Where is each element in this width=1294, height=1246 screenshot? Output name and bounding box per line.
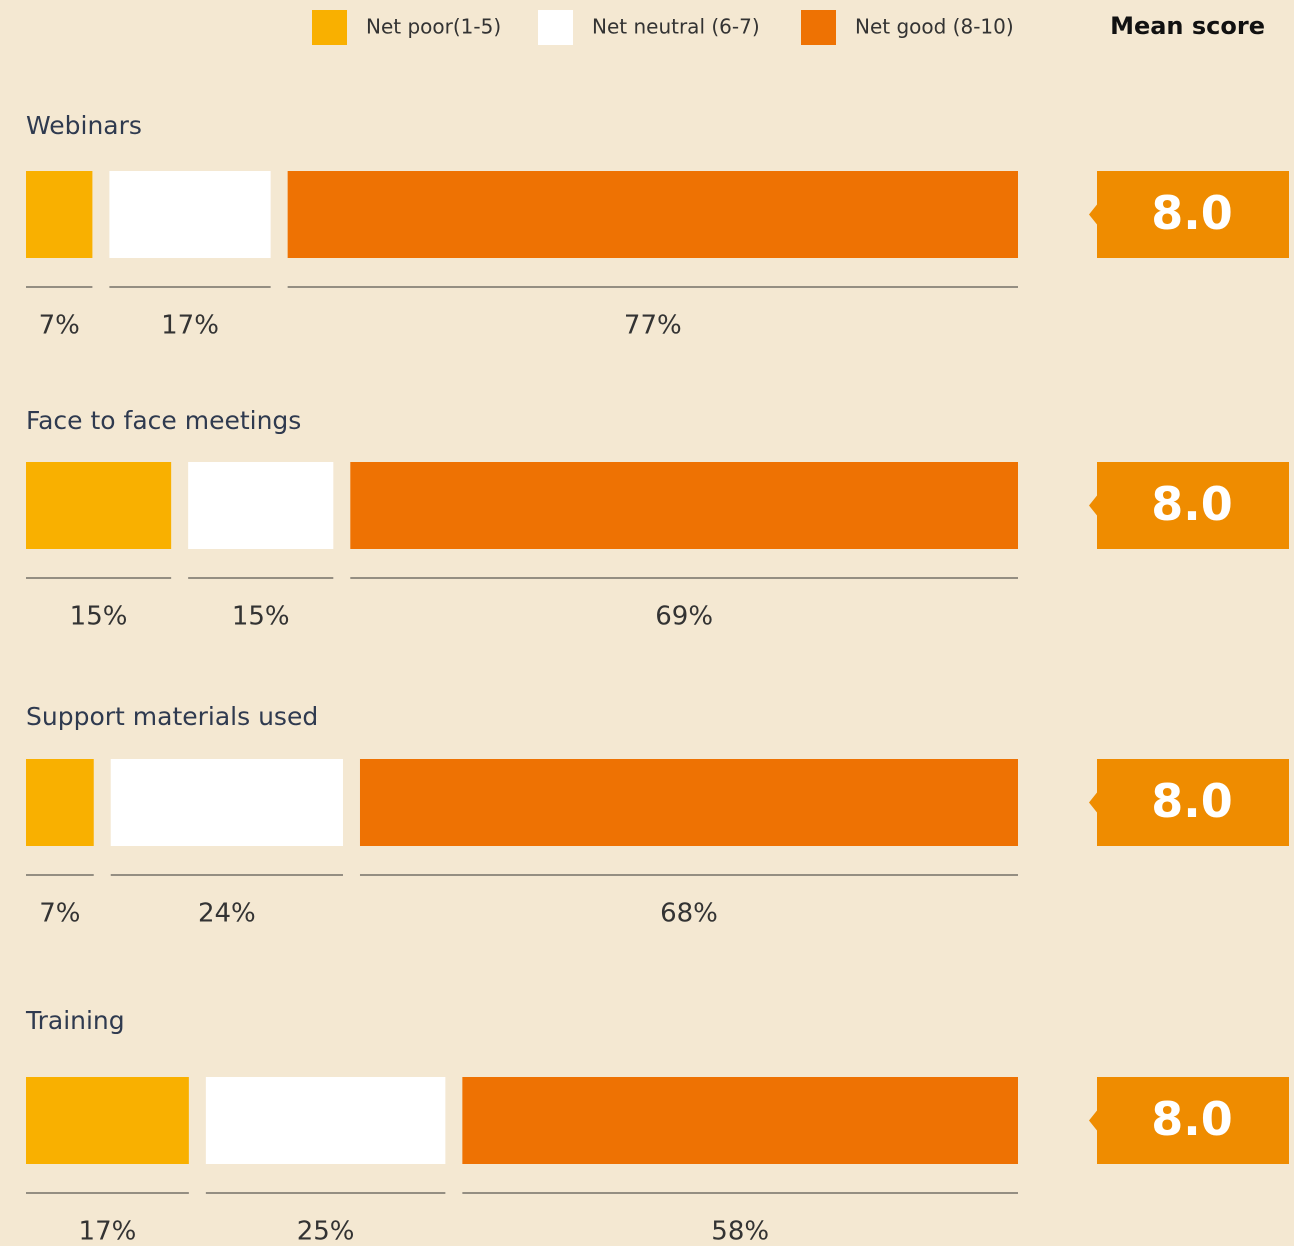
mean-score-value: 8.0 [1151, 1092, 1233, 1146]
category-label: Face to face meetings [26, 406, 301, 435]
category-label: Support materials used [26, 702, 318, 731]
data-label: 15% [70, 602, 128, 632]
bar-segment [188, 462, 334, 549]
bar-segment [287, 171, 1018, 258]
bar-segment [462, 1077, 1018, 1164]
legend-swatch [538, 10, 573, 45]
mean-score-title: Mean score [1110, 12, 1265, 40]
bar-segment [26, 462, 172, 549]
bar-segment [110, 759, 343, 846]
bar-segment [350, 462, 1018, 549]
legend-label: Net poor(1-5) [366, 15, 501, 39]
legend-label: Net good (8-10) [855, 15, 1014, 39]
data-label: 7% [39, 899, 80, 929]
data-label: 77% [624, 311, 682, 341]
bar-segment [109, 171, 271, 258]
data-label: 17% [161, 311, 219, 341]
data-label: 69% [655, 602, 713, 632]
mean-score-box [1089, 171, 1289, 258]
bar-segment [26, 1077, 189, 1164]
mean-score-box [1089, 1077, 1289, 1164]
bar-segment [359, 759, 1018, 846]
bar-segment [26, 759, 94, 846]
data-label: 17% [79, 1217, 137, 1246]
legend-swatch [312, 10, 347, 45]
category-label: Training [25, 1006, 125, 1035]
category-label: Webinars [26, 111, 142, 140]
data-label: 58% [711, 1217, 769, 1246]
data-label: 15% [232, 602, 290, 632]
bar-segment [26, 171, 93, 258]
mean-score-box [1089, 462, 1289, 549]
data-label: 7% [39, 311, 80, 341]
data-label: 68% [660, 899, 718, 929]
data-label: 24% [198, 899, 256, 929]
bar-segment [205, 1077, 446, 1164]
data-label: 25% [297, 1217, 355, 1246]
mean-score-value: 8.0 [1151, 774, 1233, 828]
mean-score-box [1089, 759, 1289, 846]
mean-score-value: 8.0 [1151, 186, 1233, 240]
legend-label: Net neutral (6-7) [592, 15, 760, 39]
mean-score-value: 8.0 [1151, 477, 1233, 531]
legend-swatch [801, 10, 836, 45]
